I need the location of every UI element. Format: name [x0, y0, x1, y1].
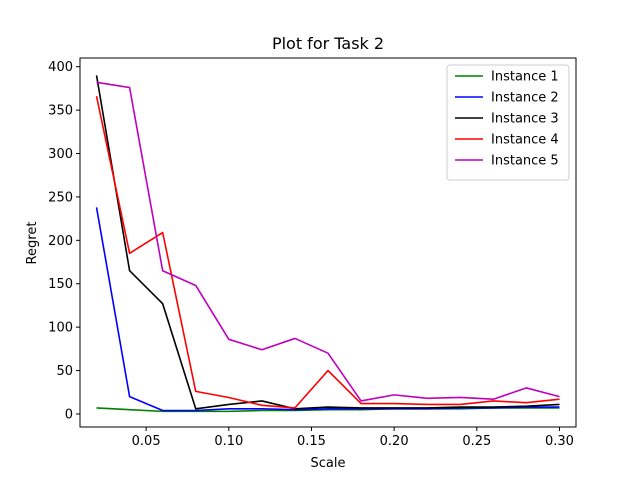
legend-label-instance-5: Instance 5: [491, 154, 559, 169]
x-tick-label: 0.15: [297, 434, 326, 449]
chart-title: Plot for Task 2: [272, 34, 384, 53]
legend-label-instance-1: Instance 1: [491, 70, 559, 85]
legend-label-instance-2: Instance 2: [491, 91, 559, 106]
series-line-instance-5: [96, 81, 560, 402]
legend-label-instance-3: Instance 3: [491, 112, 559, 127]
series-line-instance-4: [95, 96, 560, 409]
x-tick-label: 0.25: [462, 434, 491, 449]
x-tick-label: 0.20: [380, 434, 409, 449]
legend: Instance 1 Instance 2 Instance 3 Instance 4…: [446, 64, 570, 181]
x-tick-label: 0.05: [132, 434, 161, 449]
axes-frame: [79, 57, 577, 428]
y-tick-label: 50: [56, 364, 73, 379]
x-tick-label: 0.10: [214, 434, 243, 449]
x-tick-label: 0.30: [545, 434, 574, 449]
x-axis-label: Scale: [311, 456, 346, 471]
y-tick-label: 400: [48, 60, 73, 75]
y-tick-label: 150: [48, 277, 73, 292]
plot-lines: [95, 75, 560, 413]
y-tick-label: 300: [48, 147, 73, 162]
legend-box: [446, 64, 570, 181]
y-axis-ticks: 0 50 100 150 200 250 300 350 400: [48, 60, 80, 422]
y-tick-label: 0: [65, 407, 73, 422]
series-line-instance-2: [95, 207, 560, 412]
y-tick-label: 250: [48, 190, 73, 205]
y-tick-label: 100: [48, 321, 73, 336]
y-tick-label: 200: [48, 234, 73, 249]
y-axis-label: Regret: [25, 222, 40, 265]
y-tick-label: 350: [48, 104, 73, 119]
legend-label-instance-4: Instance 4: [491, 133, 559, 148]
series-line-instance-3: [95, 75, 560, 410]
x-axis-ticks: 0.05 0.10 0.15 0.20 0.25 0.30: [132, 427, 574, 449]
